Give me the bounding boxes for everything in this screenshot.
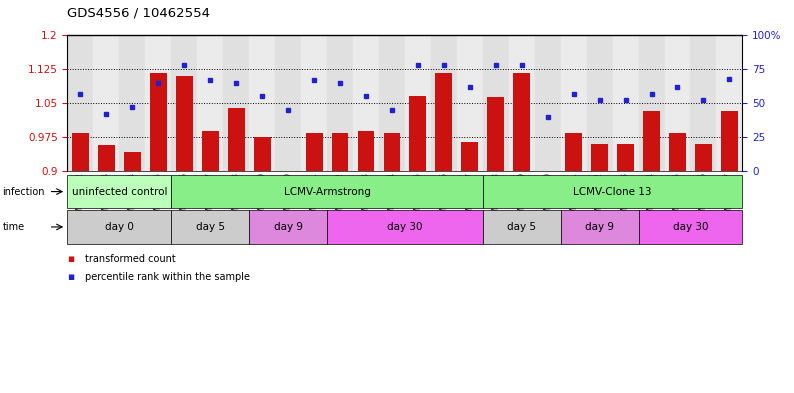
- Bar: [228, 108, 245, 171]
- Bar: [306, 133, 322, 171]
- Bar: [461, 141, 478, 171]
- Bar: [509, 35, 534, 171]
- Bar: [587, 35, 613, 171]
- Bar: [691, 35, 716, 171]
- Bar: [175, 76, 193, 171]
- Bar: [98, 145, 115, 171]
- Text: day 30: day 30: [673, 222, 708, 232]
- Text: GDS4556 / 10462554: GDS4556 / 10462554: [67, 7, 210, 20]
- Bar: [223, 35, 249, 171]
- Bar: [405, 35, 431, 171]
- Bar: [357, 131, 375, 171]
- Text: day 9: day 9: [585, 222, 614, 232]
- Bar: [669, 133, 686, 171]
- Text: ◾: ◾: [67, 272, 75, 282]
- Bar: [483, 35, 509, 171]
- Text: day 30: day 30: [387, 222, 422, 232]
- Bar: [150, 73, 167, 171]
- Text: time: time: [2, 222, 25, 232]
- Bar: [301, 35, 327, 171]
- Bar: [332, 133, 349, 171]
- Text: LCMV-Armstrong: LCMV-Armstrong: [283, 187, 371, 196]
- Bar: [197, 35, 223, 171]
- Bar: [721, 111, 738, 171]
- Bar: [513, 73, 530, 171]
- Text: day 5: day 5: [196, 222, 225, 232]
- Text: transformed count: transformed count: [85, 254, 175, 264]
- Bar: [534, 35, 561, 171]
- Bar: [638, 35, 665, 171]
- Bar: [410, 96, 426, 171]
- Bar: [457, 35, 483, 171]
- Bar: [94, 35, 119, 171]
- Bar: [431, 35, 457, 171]
- Text: LCMV-Clone 13: LCMV-Clone 13: [573, 187, 652, 196]
- Bar: [327, 35, 353, 171]
- Bar: [695, 144, 712, 171]
- Bar: [384, 133, 400, 171]
- Bar: [561, 35, 587, 171]
- Bar: [488, 97, 504, 171]
- Text: day 0: day 0: [105, 222, 134, 232]
- Bar: [172, 35, 197, 171]
- Bar: [119, 35, 145, 171]
- Bar: [276, 35, 301, 171]
- Text: uninfected control: uninfected control: [71, 187, 168, 196]
- Bar: [124, 152, 141, 171]
- Bar: [613, 35, 638, 171]
- Bar: [202, 131, 218, 171]
- Text: percentile rank within the sample: percentile rank within the sample: [85, 272, 250, 282]
- Bar: [435, 73, 453, 171]
- Bar: [145, 35, 172, 171]
- Text: day 9: day 9: [274, 222, 303, 232]
- Bar: [617, 144, 634, 171]
- Text: day 5: day 5: [507, 222, 536, 232]
- Bar: [353, 35, 379, 171]
- Bar: [379, 35, 405, 171]
- Bar: [72, 133, 89, 171]
- Bar: [716, 35, 742, 171]
- Text: infection: infection: [2, 187, 45, 196]
- Bar: [249, 35, 276, 171]
- Bar: [643, 111, 660, 171]
- Bar: [592, 144, 608, 171]
- Text: ◾: ◾: [67, 254, 75, 264]
- Bar: [67, 35, 94, 171]
- Bar: [254, 137, 271, 171]
- Bar: [665, 35, 691, 171]
- Bar: [565, 133, 582, 171]
